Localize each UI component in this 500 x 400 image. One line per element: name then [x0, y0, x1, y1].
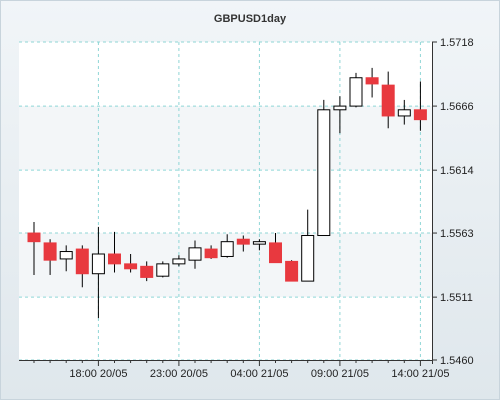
candle: [301, 209, 315, 282]
y-tick-label: 1.5511: [440, 292, 473, 304]
candle-body: [91, 253, 105, 275]
candle-body: [156, 263, 170, 277]
y-tick-label: 1.5460: [440, 355, 474, 367]
candle-body: [204, 248, 218, 259]
candles: [27, 67, 427, 319]
candle-body: [27, 232, 41, 243]
candle: [236, 235, 250, 252]
candle-body: [220, 241, 234, 257]
candle-body: [349, 77, 363, 107]
plot-band: [19, 170, 432, 234]
candle: [365, 67, 379, 98]
candle-body: [75, 248, 89, 275]
candle: [27, 221, 41, 275]
candle: [75, 245, 89, 288]
candle: [124, 254, 138, 273]
plot-band: [19, 42, 432, 107]
candle-body: [140, 265, 154, 278]
candle-body: [252, 241, 266, 245]
x-tick-label: 23:00 20/05: [150, 368, 208, 380]
tick-labels: 1.5718 1.5666 1.5614 1.5563 1.5511 1.5460 18:0…: [69, 37, 473, 380]
candle: [108, 231, 121, 273]
x-tick-label: 18:00 20/05: [69, 368, 127, 380]
candle-body: [397, 109, 411, 117]
candle-body: [285, 260, 299, 282]
candle: [43, 239, 57, 275]
candle: [333, 96, 347, 134]
y-tick-label: 1.5614: [440, 165, 474, 177]
x-tick-label: 09:00 21/05: [311, 368, 369, 380]
candle-body: [269, 242, 282, 264]
candle: [140, 261, 154, 282]
candle: [413, 81, 427, 131]
candle-body: [301, 235, 315, 282]
candle: [381, 71, 395, 129]
candle: [317, 99, 331, 237]
x-tick-label: 04:00 21/05: [230, 368, 288, 380]
plot-band: [19, 297, 432, 360]
candle: [252, 239, 266, 251]
candle: [269, 233, 282, 264]
candle: [156, 261, 170, 278]
candle-body: [236, 238, 250, 245]
candle: [397, 99, 411, 125]
chart-title: GBPUSD1day: [214, 13, 287, 25]
y-tick-label: 1.5563: [440, 228, 474, 240]
candle-body: [108, 253, 121, 265]
candle: [349, 72, 363, 108]
y-tick-label: 1.5666: [440, 101, 474, 113]
candle: [172, 255, 186, 267]
candle: [204, 245, 218, 259]
x-tick-label: 14:00 21/05: [391, 368, 449, 380]
y-tick-label: 1.5718: [440, 37, 474, 49]
candle: [188, 240, 202, 269]
candle-body: [317, 109, 331, 237]
candle: [220, 234, 234, 258]
candle-body: [172, 258, 186, 265]
candle: [91, 226, 105, 319]
candle-body: [333, 105, 347, 111]
candle-body: [124, 263, 138, 270]
axes: [19, 41, 437, 366]
candle-body: [413, 109, 427, 121]
candle-body: [188, 247, 202, 261]
candle-body: [381, 84, 395, 117]
candle-body: [43, 242, 57, 261]
candle-body: [365, 77, 379, 85]
candle: [59, 245, 73, 272]
candle-body: [59, 251, 73, 260]
plot-bands: [19, 42, 432, 360]
candle: [285, 260, 299, 282]
